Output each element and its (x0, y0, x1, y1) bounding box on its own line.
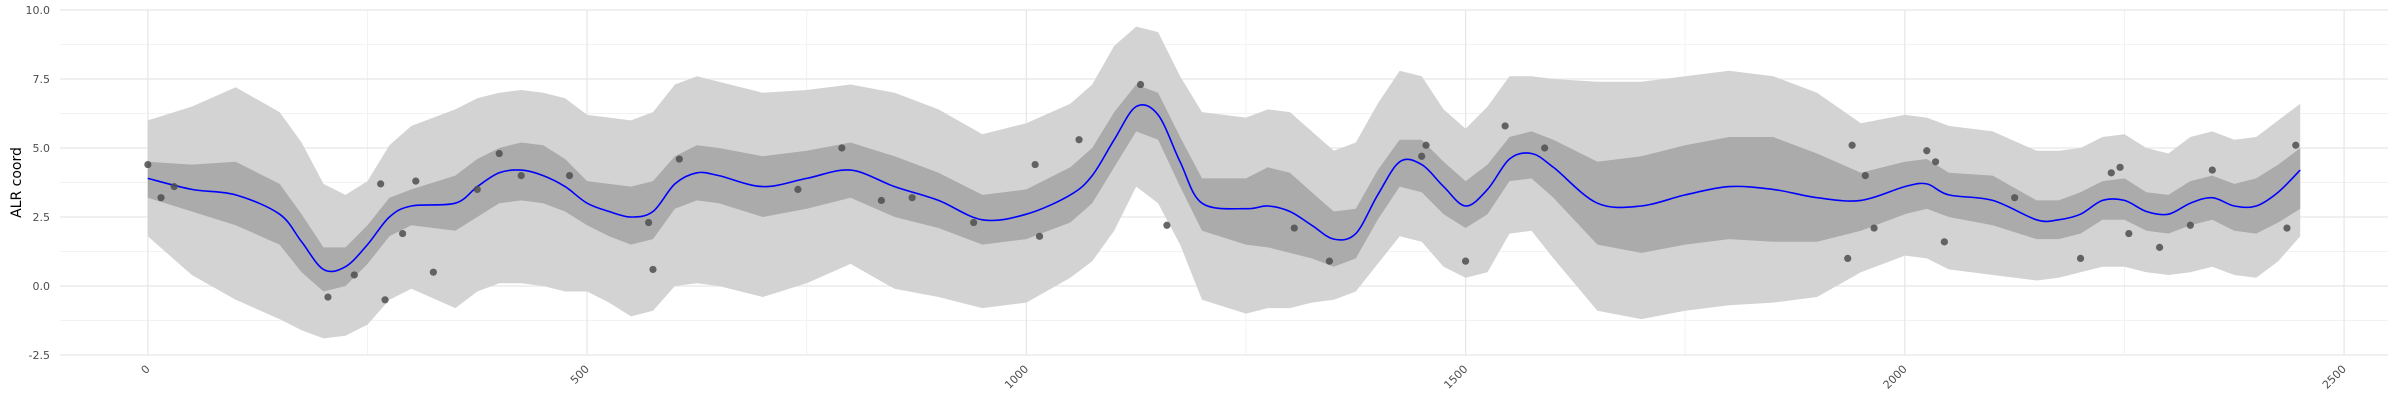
data-point (675, 155, 683, 163)
data-point (2076, 254, 2085, 262)
data-point (2107, 169, 2115, 177)
data-point (2186, 221, 2194, 229)
data-point (170, 183, 178, 191)
data-point (644, 218, 653, 227)
data-point (1418, 152, 1426, 160)
data-point (1461, 257, 1470, 265)
data-point (908, 194, 916, 202)
data-point (1923, 147, 1931, 155)
data-point (377, 180, 385, 188)
data-point (412, 177, 420, 185)
y-tick-labels: -2.5 0.0 2.5 5.0 7.5 10.0 (26, 4, 51, 362)
data-point (1931, 158, 1940, 166)
data-point (1290, 224, 1298, 232)
data-point (970, 218, 978, 227)
data-point (1163, 221, 1171, 229)
mean-line-layer (147, 104, 2301, 273)
data-point (1541, 144, 1549, 152)
data-point (1325, 257, 1334, 265)
data-point (2292, 141, 2300, 149)
y-tick-label: 0.0 (33, 280, 51, 293)
data-point (1844, 254, 1852, 262)
inner-credible-band (147, 84, 2301, 292)
data-point (1501, 122, 1509, 130)
data-point (2125, 229, 2133, 238)
data-point (1870, 224, 1878, 232)
y-tick-label: 2.5 (33, 211, 51, 224)
y-axis-title: ALR coord (9, 147, 25, 218)
y-tick-label: 10.0 (26, 4, 51, 17)
data-point (1940, 238, 1948, 246)
data-point (324, 293, 332, 301)
mean-line (147, 104, 2301, 273)
data-point (2155, 243, 2164, 251)
data-point (2283, 224, 2291, 232)
data-point (350, 271, 358, 279)
data-point (1075, 136, 1083, 144)
data-point (794, 185, 802, 193)
data-point (1861, 172, 1869, 180)
data-point (429, 268, 437, 276)
y-tick-label: -2.5 (29, 349, 50, 362)
data-point (157, 194, 165, 202)
data-point (473, 185, 481, 193)
y-tick-label: 7.5 (33, 73, 51, 86)
data-point (495, 149, 503, 158)
data-point (381, 296, 389, 304)
data-point (2011, 194, 2019, 202)
data-point (565, 172, 574, 180)
data-point (1422, 141, 1430, 149)
points-layer (144, 80, 2300, 304)
data-point (877, 196, 885, 205)
data-point (2116, 163, 2124, 171)
data-point (649, 265, 657, 274)
data-point (2208, 166, 2216, 174)
inner-band-layer (147, 84, 2301, 292)
data-point (1136, 80, 1145, 89)
data-point (399, 229, 407, 238)
y-tick-label: 5.0 (33, 142, 51, 155)
data-point (144, 160, 152, 169)
data-point (838, 144, 846, 152)
data-point (1848, 141, 1856, 149)
data-point (1031, 160, 1039, 169)
data-point (1035, 232, 1044, 240)
data-point (517, 172, 525, 180)
